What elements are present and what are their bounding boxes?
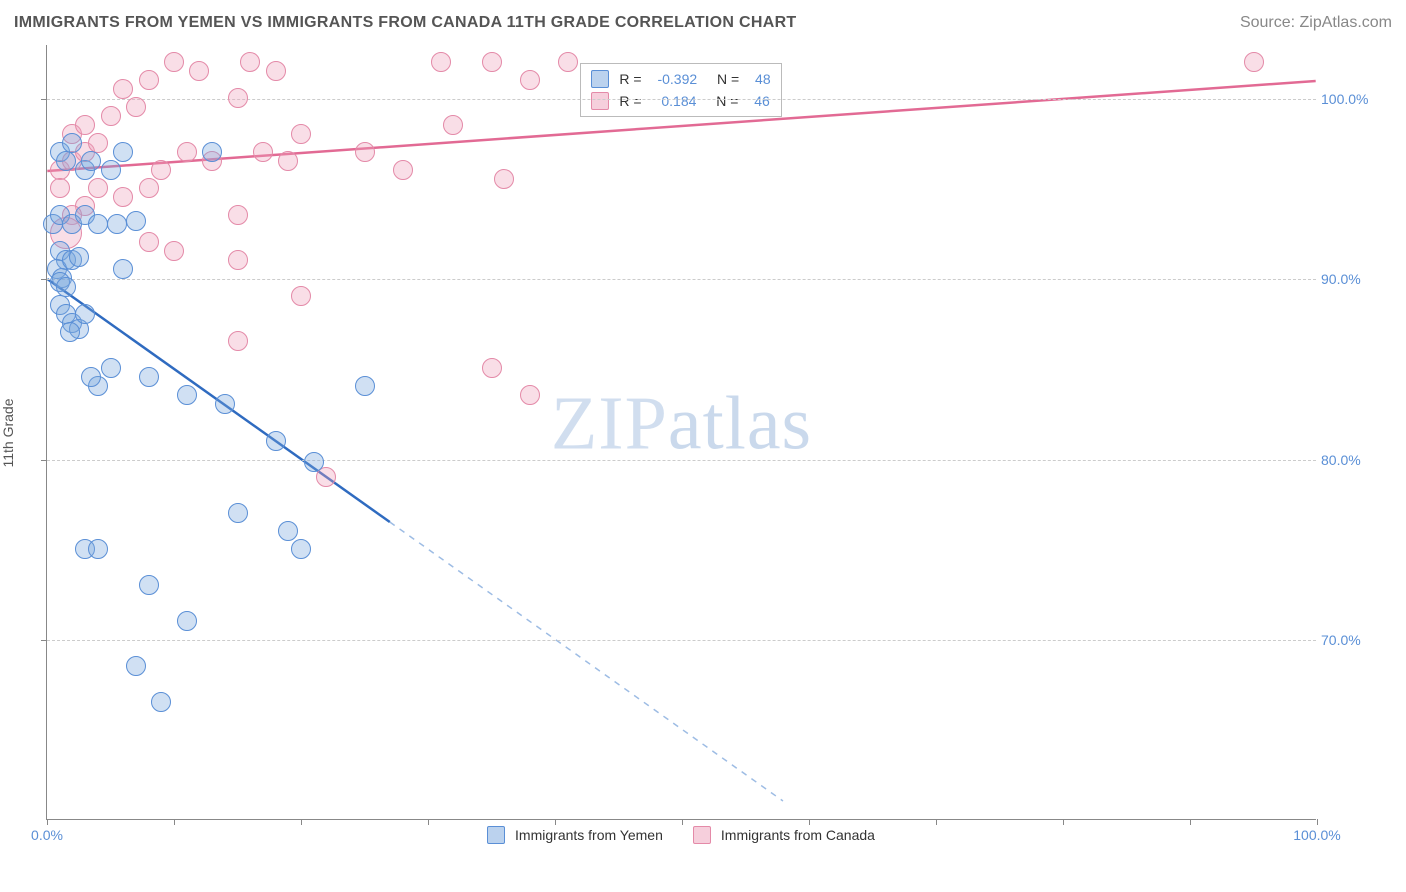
data-point [113,187,133,207]
data-point [266,61,286,81]
data-point [75,115,95,135]
data-point [431,52,451,72]
data-point [291,286,311,306]
data-point [164,241,184,261]
data-point [278,521,298,541]
swatch-pink-icon [693,826,711,844]
y-tick-label: 70.0% [1321,632,1376,648]
data-point [228,205,248,225]
data-point [107,214,127,234]
data-point [113,259,133,279]
data-point [494,169,514,189]
legend-label: Immigrants from Canada [721,827,875,843]
data-point [228,331,248,351]
data-point [228,503,248,523]
data-point [113,142,133,162]
correlation-legend: R = -0.392 N = 48 R = 0.184 N = 46 [580,63,781,117]
gridline [47,279,1316,280]
data-point [139,367,159,387]
data-point [101,106,121,126]
gridline [47,640,1316,641]
data-point [482,358,502,378]
swatch-blue-icon [487,826,505,844]
data-point [215,394,235,414]
data-point [355,376,375,396]
legend-row-pink: R = 0.184 N = 46 [591,90,770,112]
data-point [139,575,159,595]
data-point [88,133,108,153]
y-tick-label: 80.0% [1321,452,1376,468]
data-point [228,88,248,108]
data-point [56,151,76,171]
data-point [177,385,197,405]
data-point [266,431,286,451]
data-point [69,247,89,267]
data-point [189,61,209,81]
data-point [88,214,108,234]
data-point [240,52,260,72]
trend-lines [47,45,1316,819]
data-point [443,115,463,135]
data-point [101,160,121,180]
scatter-plot: ZIPatlas R = -0.392 N = 48 R = 0.184 N =… [46,45,1316,820]
data-point [291,539,311,559]
data-point [393,160,413,180]
data-point [126,656,146,676]
swatch-pink-icon [591,92,609,110]
data-point [151,160,171,180]
y-axis-label: 11th Grade [0,398,16,467]
y-tick-label: 100.0% [1321,91,1376,107]
data-point [81,151,101,171]
data-point [139,232,159,252]
data-point [177,611,197,631]
data-point [126,97,146,117]
data-point [113,79,133,99]
data-point [126,211,146,231]
data-point [482,52,502,72]
source-text: Source: ZipAtlas.com [1240,14,1392,32]
data-point [56,277,76,297]
data-point [62,133,82,153]
watermark: ZIPatlas [551,381,812,468]
y-tick-label: 90.0% [1321,271,1376,287]
data-point [253,142,273,162]
data-point [228,250,248,270]
data-point [88,539,108,559]
data-point [1244,52,1264,72]
data-point [88,178,108,198]
data-point [520,385,540,405]
data-point [278,151,298,171]
data-point [164,52,184,72]
data-point [520,70,540,90]
data-point [50,178,70,198]
data-point [60,322,80,342]
swatch-blue-icon [591,70,609,88]
data-point [139,70,159,90]
data-point [139,178,159,198]
data-point [177,142,197,162]
series-legend: Immigrants from Yemen Immigrants from Ca… [46,826,1316,844]
legend-item-yemen: Immigrants from Yemen [487,826,663,844]
data-point [81,367,101,387]
data-point [151,692,171,712]
legend-item-canada: Immigrants from Canada [693,826,875,844]
data-point [291,124,311,144]
chart-title: IMMIGRANTS FROM YEMEN VS IMMIGRANTS FROM… [14,14,797,32]
gridline [47,460,1316,461]
data-point [75,304,95,324]
data-point [101,358,121,378]
legend-row-blue: R = -0.392 N = 48 [591,68,770,90]
data-point [558,52,578,72]
data-point [304,452,324,472]
data-point [355,142,375,162]
legend-label: Immigrants from Yemen [515,827,663,843]
data-point [202,142,222,162]
